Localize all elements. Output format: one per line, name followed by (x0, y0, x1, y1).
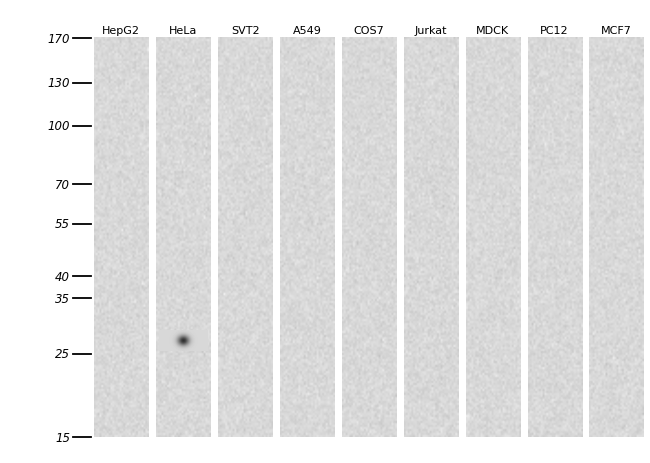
Text: MCF7: MCF7 (601, 25, 632, 36)
Text: MDCK: MDCK (476, 25, 509, 36)
Text: 15: 15 (55, 431, 70, 444)
Text: 170: 170 (47, 33, 70, 46)
Text: COS7: COS7 (354, 25, 384, 36)
Text: A549: A549 (292, 25, 321, 36)
Text: 70: 70 (55, 178, 70, 191)
Text: 130: 130 (47, 77, 70, 90)
Text: 100: 100 (47, 120, 70, 133)
Text: 55: 55 (55, 218, 70, 231)
Text: PC12: PC12 (540, 25, 569, 36)
Text: HepG2: HepG2 (102, 25, 140, 36)
Text: Jurkat: Jurkat (415, 25, 447, 36)
Text: SVT2: SVT2 (231, 25, 259, 36)
Text: 25: 25 (55, 347, 70, 360)
Text: 40: 40 (55, 270, 70, 283)
Text: HeLa: HeLa (169, 25, 198, 36)
Text: 35: 35 (55, 292, 70, 305)
